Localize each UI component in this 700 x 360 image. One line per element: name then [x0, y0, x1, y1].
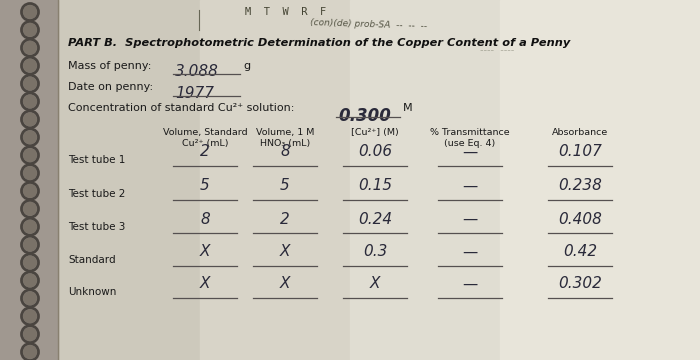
Circle shape [23, 327, 37, 341]
Text: 0.238: 0.238 [558, 179, 602, 194]
Bar [500, 0, 700, 360]
Circle shape [23, 5, 37, 19]
Bar [350, 0, 700, 360]
Text: 8: 8 [200, 211, 210, 226]
Circle shape [23, 238, 37, 252]
Text: g: g [243, 61, 250, 71]
Text: 1977: 1977 [175, 86, 214, 101]
Text: Volume, Standard: Volume, Standard [162, 128, 247, 137]
Text: Cu²⁺ (mL): Cu²⁺ (mL) [182, 139, 228, 148]
Circle shape [23, 148, 37, 162]
Circle shape [23, 291, 37, 305]
Text: 0.107: 0.107 [558, 144, 602, 159]
Text: M  T  W  R  F: M T W R F [245, 7, 326, 17]
Text: 2: 2 [200, 144, 210, 159]
Text: —: — [463, 211, 477, 226]
Bar [0, 0, 58, 360]
Bar [200, 0, 700, 360]
Circle shape [23, 345, 37, 359]
Circle shape [23, 41, 37, 55]
Text: 3.088: 3.088 [175, 64, 219, 79]
Text: 0.42: 0.42 [563, 244, 597, 260]
Text: 5: 5 [200, 179, 210, 194]
Text: 0.3: 0.3 [363, 244, 387, 260]
Text: X: X [280, 276, 290, 292]
Text: Test tube 3: Test tube 3 [68, 222, 125, 232]
Circle shape [23, 166, 37, 180]
Text: Test tube 1: Test tube 1 [68, 155, 125, 165]
Circle shape [23, 77, 37, 91]
Text: 0.06: 0.06 [358, 144, 392, 159]
Text: 0.302: 0.302 [558, 276, 602, 292]
Circle shape [23, 184, 37, 198]
Text: (con)(de) prob-SA  --  --  --: (con)(de) prob-SA -- -- -- [310, 18, 427, 31]
Text: —: — [463, 244, 477, 260]
Text: Unknown: Unknown [68, 287, 116, 297]
Text: X: X [199, 276, 210, 292]
Circle shape [23, 23, 37, 37]
Text: 0.15: 0.15 [358, 179, 392, 194]
Text: 8: 8 [280, 144, 290, 159]
Text: 5: 5 [280, 179, 290, 194]
Text: [Cu²⁺] (M): [Cu²⁺] (M) [351, 128, 399, 137]
Text: 0.300: 0.300 [338, 107, 391, 125]
Text: Date on penny:: Date on penny: [68, 82, 153, 92]
Text: X: X [370, 276, 380, 292]
Circle shape [23, 94, 37, 108]
Text: X: X [199, 244, 210, 260]
Text: M: M [403, 103, 412, 113]
Text: Standard: Standard [68, 255, 116, 265]
Circle shape [23, 59, 37, 73]
Text: —: — [463, 179, 477, 194]
Text: HNO₃ (mL): HNO₃ (mL) [260, 139, 310, 148]
Text: 2: 2 [280, 211, 290, 226]
Text: X: X [280, 244, 290, 260]
Circle shape [23, 309, 37, 323]
Text: PART B.  Spectrophotometric Determination of the Copper Content of a Penny: PART B. Spectrophotometric Determination… [68, 38, 570, 48]
Text: Absorbance: Absorbance [552, 128, 608, 137]
Text: 0.24: 0.24 [358, 211, 392, 226]
Text: ----  ----: ---- ---- [480, 45, 514, 55]
Circle shape [23, 202, 37, 216]
Text: —: — [463, 276, 477, 292]
Circle shape [23, 274, 37, 287]
Text: Concentration of standard Cu²⁺ solution:: Concentration of standard Cu²⁺ solution: [68, 103, 295, 113]
Text: Mass of penny:: Mass of penny: [68, 61, 151, 71]
Text: Volume, 1 M: Volume, 1 M [256, 128, 314, 137]
Circle shape [23, 130, 37, 144]
Circle shape [23, 112, 37, 126]
Text: % Transmittance: % Transmittance [430, 128, 510, 137]
Text: —: — [463, 144, 477, 159]
Text: 0.408: 0.408 [558, 211, 602, 226]
Text: Test tube 2: Test tube 2 [68, 189, 125, 199]
Text: (use Eq. 4): (use Eq. 4) [444, 139, 496, 148]
Circle shape [23, 220, 37, 234]
Circle shape [23, 256, 37, 270]
